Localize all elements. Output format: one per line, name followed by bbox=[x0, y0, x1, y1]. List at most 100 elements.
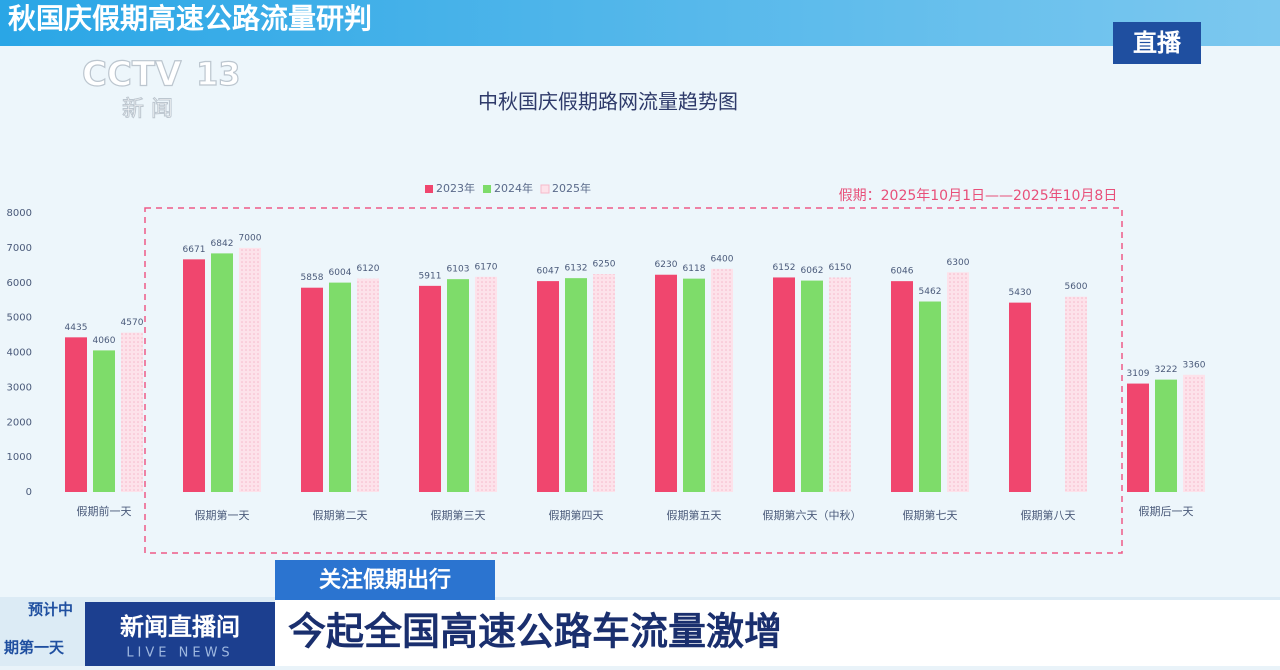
legend-swatch bbox=[483, 185, 491, 193]
bar bbox=[537, 281, 559, 492]
logo-name: 新 闻 bbox=[122, 97, 173, 122]
live-label: 直播 bbox=[1133, 29, 1182, 57]
x-tick-label: 假期第四天 bbox=[549, 508, 604, 522]
y-tick-label: 5000 bbox=[7, 313, 32, 324]
value-label: 4435 bbox=[65, 323, 88, 333]
bar bbox=[357, 278, 379, 492]
bar bbox=[211, 253, 233, 492]
y-tick-label: 2000 bbox=[7, 417, 32, 428]
y-tick-label: 8000 bbox=[7, 208, 32, 219]
x-tick-label: 假期前一天 bbox=[77, 504, 132, 518]
value-label: 6250 bbox=[593, 260, 616, 270]
holiday-frame bbox=[144, 207, 1123, 554]
bar bbox=[65, 337, 87, 492]
x-tick-label: 假期第八天 bbox=[1021, 508, 1076, 522]
legend-swatch bbox=[540, 184, 550, 194]
annotation: 假期：2025年10月1日——2025年10月8日 bbox=[839, 188, 1118, 204]
value-label: 6046 bbox=[891, 267, 914, 277]
logo-channel: 13 bbox=[196, 55, 241, 93]
bar bbox=[655, 274, 677, 492]
bar bbox=[1009, 302, 1031, 492]
value-label: 6120 bbox=[357, 264, 380, 274]
bar bbox=[93, 350, 115, 492]
x-tick-label: 假期第二天 bbox=[313, 508, 368, 522]
bar bbox=[801, 280, 823, 492]
live-badge bbox=[1113, 22, 1201, 64]
logo-brand: CCTV bbox=[82, 55, 182, 95]
bar bbox=[891, 281, 913, 492]
value-label: 6103 bbox=[447, 265, 470, 275]
bar bbox=[593, 274, 615, 492]
value-label: 5858 bbox=[301, 273, 324, 283]
program: 新闻直播间 bbox=[120, 613, 240, 641]
bar bbox=[419, 285, 441, 492]
legend-label: 2023年 bbox=[436, 181, 475, 195]
legend-label: 2024年 bbox=[494, 181, 533, 195]
value-label: 6170 bbox=[475, 262, 498, 272]
legend-swatch bbox=[425, 185, 433, 193]
top-banner bbox=[0, 0, 1280, 46]
value-label: 6118 bbox=[683, 264, 706, 274]
x-tick-label: 假期第七天 bbox=[903, 508, 958, 522]
tag: 关注假期出行 bbox=[319, 567, 451, 593]
bar bbox=[1127, 383, 1149, 492]
x-tick-label: 假期第五天 bbox=[667, 508, 722, 522]
value-label: 3109 bbox=[1127, 369, 1150, 379]
bar bbox=[773, 277, 795, 492]
value-label: 5600 bbox=[1065, 282, 1088, 292]
side-top: 预计中 bbox=[28, 601, 73, 619]
x-tick-label: 假期第六天（中秋） bbox=[763, 508, 862, 522]
bar bbox=[1183, 374, 1205, 492]
value-label: 5911 bbox=[419, 271, 442, 281]
bar bbox=[565, 278, 587, 492]
value-label: 6400 bbox=[711, 254, 734, 264]
bar bbox=[301, 287, 323, 492]
value-label: 3222 bbox=[1155, 365, 1178, 375]
bar bbox=[1155, 379, 1177, 492]
value-label: 6842 bbox=[211, 239, 234, 249]
value-label: 6062 bbox=[801, 266, 824, 276]
bar bbox=[947, 272, 969, 492]
y-tick-label: 4000 bbox=[7, 348, 32, 359]
value-label: 4570 bbox=[121, 318, 144, 328]
side-bottom: 期第一天 bbox=[4, 639, 65, 657]
y-tick-label: 3000 bbox=[7, 382, 32, 393]
value-label: 6671 bbox=[183, 245, 206, 255]
bar bbox=[239, 247, 261, 492]
tag-box bbox=[275, 560, 495, 600]
y-tick-label: 1000 bbox=[7, 452, 32, 463]
bar bbox=[829, 277, 851, 492]
bar bbox=[475, 276, 497, 492]
value-label: 6132 bbox=[565, 264, 588, 274]
y-tick-label: 6000 bbox=[7, 278, 32, 289]
program-en: LIVE NEWS bbox=[126, 646, 233, 661]
value-label: 3360 bbox=[1183, 360, 1206, 370]
legend-label: 2025年 bbox=[552, 181, 591, 195]
value-label: 4060 bbox=[93, 336, 116, 346]
bar bbox=[183, 259, 205, 492]
value-label: 6152 bbox=[773, 263, 796, 273]
x-tick-label: 假期第一天 bbox=[195, 508, 250, 522]
bar bbox=[121, 332, 143, 492]
headline-box bbox=[275, 600, 1280, 666]
program-box bbox=[85, 602, 275, 666]
value-label: 6150 bbox=[829, 263, 852, 273]
y-tick-label: 0 bbox=[26, 487, 32, 498]
x-tick-label: 假期第三天 bbox=[431, 508, 486, 522]
value-label: 6230 bbox=[655, 260, 678, 270]
bar bbox=[919, 301, 941, 492]
bar bbox=[711, 268, 733, 492]
value-label: 5462 bbox=[919, 287, 942, 297]
bar bbox=[447, 279, 469, 492]
bar bbox=[1065, 296, 1087, 492]
value-label: 6300 bbox=[947, 258, 970, 268]
y-tick-label: 7000 bbox=[7, 243, 32, 254]
banner-title: 秋国庆假期高速公路流量研判 bbox=[8, 2, 372, 35]
value-label: 6047 bbox=[537, 267, 560, 277]
chart-title: 中秋国庆假期路网流量趋势图 bbox=[478, 90, 738, 114]
headline: 今起全国高速公路车流量激增 bbox=[288, 610, 782, 654]
value-label: 7000 bbox=[239, 233, 262, 243]
bar bbox=[683, 278, 705, 492]
